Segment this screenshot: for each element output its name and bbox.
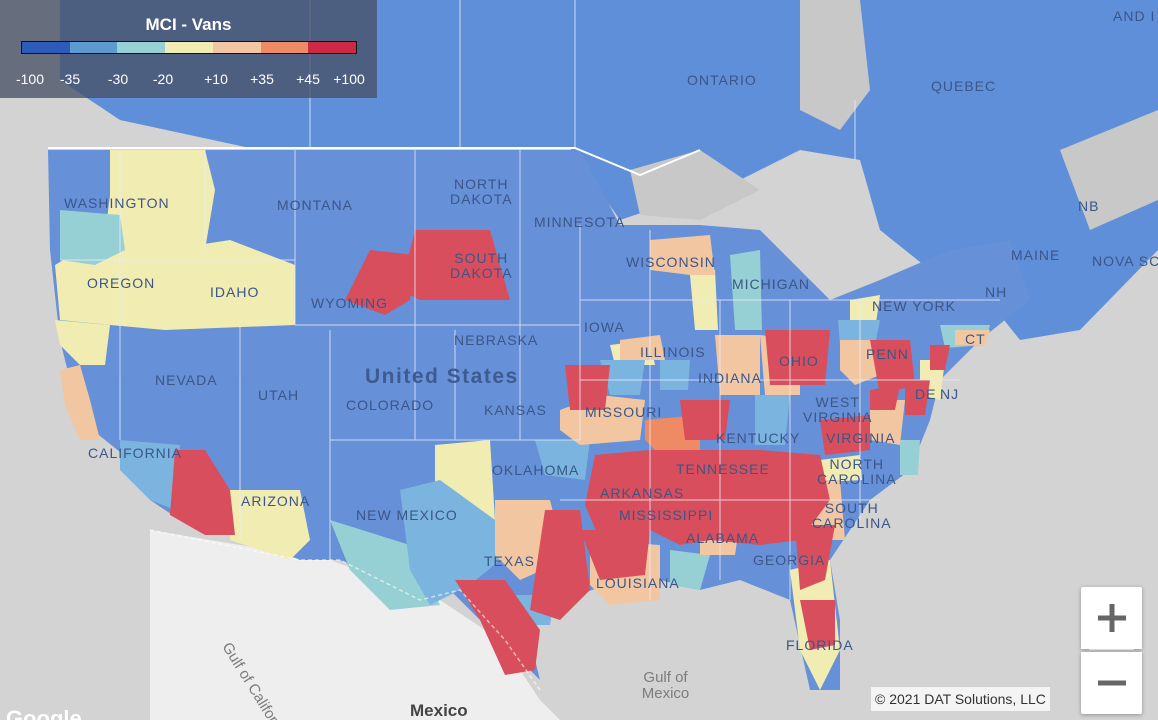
- label-arizona: ARIZONA: [241, 493, 311, 509]
- label-and-i: AND I: [1113, 8, 1156, 24]
- legend-tick: +35: [250, 71, 274, 87]
- label-minnesota: MINNESOTA: [534, 214, 626, 230]
- plus-icon: [1097, 604, 1126, 632]
- legend-panel: MCI - Vans -100 -35 -30 -20 +10 +35 +45 …: [0, 0, 377, 98]
- label-united-states: United States: [365, 365, 519, 388]
- legend-swatch-5: [212, 42, 261, 53]
- label-colorado: COLORADO: [346, 397, 435, 413]
- legend-swatch-1: [22, 42, 70, 53]
- label-nevada: NEVADA: [155, 372, 218, 388]
- label-mexico: Mexico: [410, 701, 468, 720]
- label-nj: NJ: [940, 386, 960, 402]
- label-missouri: MISSOURI: [585, 404, 663, 420]
- legend-swatch-4: [165, 42, 213, 53]
- label-ohio: OHIO: [779, 353, 819, 369]
- zoom-out-button[interactable]: [1081, 652, 1142, 714]
- label-michigan: MICHIGAN: [732, 276, 810, 292]
- label-quebec: QUEBEC: [931, 78, 997, 94]
- label-louisiana: LOUISIANA: [596, 575, 680, 591]
- label-illinois: ILLINOIS: [640, 344, 706, 360]
- legend-swatch-3: [117, 42, 166, 53]
- label-utah: UTAH: [258, 387, 300, 403]
- legend-swatch-6: [260, 42, 309, 53]
- label-nova-scotia: NOVA SCO: [1092, 253, 1158, 269]
- label-gulf-of-mexico: Gulf of Mexico: [641, 669, 690, 702]
- label-florida: FLORIDA: [786, 637, 854, 653]
- label-new-mexico: NEW MEXICO: [356, 507, 458, 523]
- label-kentucky: KENTUCKY: [716, 430, 801, 446]
- label-iowa: IOWA: [584, 319, 625, 335]
- label-mississippi: MISSISSIPPI: [619, 507, 714, 523]
- legend-swatch-2: [69, 42, 118, 53]
- label-nebraska: NEBRASKA: [454, 332, 539, 348]
- label-virginia: VIRGINIA: [826, 430, 896, 446]
- label-ontario: ONTARIO: [687, 72, 757, 88]
- label-new-york: NEW YORK: [872, 298, 956, 314]
- label-idaho: IDAHO: [210, 284, 260, 300]
- label-texas: TEXAS: [484, 553, 535, 569]
- label-nh: NH: [985, 284, 1008, 300]
- label-indiana: INDIANA: [698, 370, 762, 386]
- legend-tick: +45: [296, 71, 320, 87]
- label-california: CALIFORNIA: [88, 445, 183, 461]
- label-north-carolina: NORTH CAROLINA: [817, 456, 897, 487]
- label-west-virginia: WEST VIRGINIA: [803, 394, 873, 425]
- label-south-dakota: SOUTH DAKOTA: [450, 250, 513, 281]
- label-arkansas: ARKANSAS: [600, 485, 685, 501]
- legend-tick: +100: [333, 71, 365, 87]
- label-montana: MONTANA: [277, 197, 353, 213]
- label-kansas: KANSAS: [484, 402, 547, 418]
- label-wyoming: WYOMING: [311, 295, 388, 311]
- label-penn: PENN: [866, 346, 909, 362]
- label-wisconsin: WISCONSIN: [626, 254, 716, 270]
- legend-title: MCI - Vans: [145, 15, 232, 34]
- zoom-in-button[interactable]: [1081, 587, 1142, 649]
- legend-swatch-7: [308, 42, 357, 53]
- legend-tick: -100: [15, 71, 45, 87]
- legend-tick: +10: [204, 71, 228, 87]
- label-oklahoma: OKLAHOMA: [492, 462, 580, 478]
- legend-tick: -35: [59, 71, 81, 87]
- google-logo: Google: [6, 706, 82, 720]
- label-tennessee: TENNESSEE: [676, 461, 770, 477]
- legend-tick: -20: [152, 71, 174, 87]
- label-alabama: ALABAMA: [686, 530, 760, 546]
- copyright-notice: © 2021 DAT Solutions, LLC: [871, 687, 1050, 711]
- label-washington: WASHINGTON: [64, 195, 170, 211]
- label-nb: NB: [1078, 198, 1100, 214]
- legend-color-scale: [21, 41, 357, 54]
- minus-icon: [1097, 680, 1126, 686]
- label-georgia: GEORGIA: [753, 552, 826, 568]
- label-south-carolina: SOUTH CAROLINA: [812, 500, 892, 531]
- zoom-divider: [1089, 649, 1134, 650]
- label-north-dakota: NORTH DAKOTA: [450, 176, 513, 207]
- label-maine: MAINE: [1011, 247, 1061, 263]
- label-ct: CT: [965, 331, 986, 347]
- label-oregon: OREGON: [87, 275, 156, 291]
- legend-tick: -30: [107, 71, 129, 87]
- label-de: DE: [915, 386, 937, 402]
